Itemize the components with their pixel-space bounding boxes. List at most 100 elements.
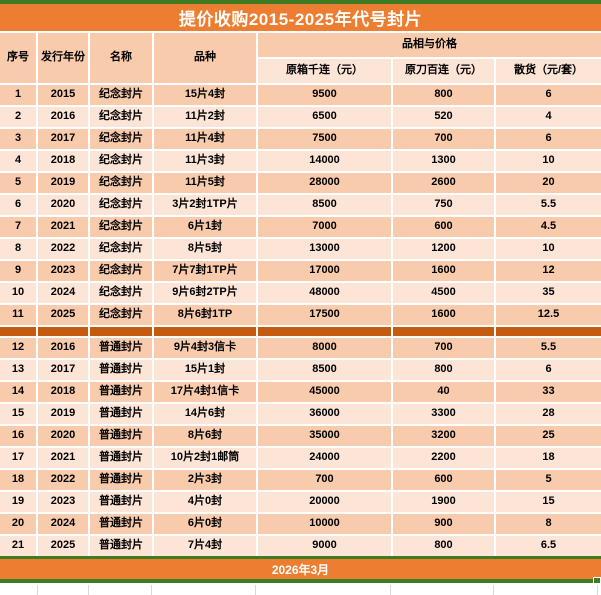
cell-row11-col5[interactable]: 1600 xyxy=(393,305,494,325)
cell-row7-col0[interactable]: 7 xyxy=(0,217,36,237)
cell-row19-col1[interactable]: 2023 xyxy=(38,492,88,512)
cell-row17-col0[interactable]: 17 xyxy=(0,448,36,468)
cell-row13-col0[interactable]: 13 xyxy=(0,360,36,380)
cell-row7-col5[interactable]: 600 xyxy=(393,217,494,237)
cell-row16-col2[interactable]: 普通封片 xyxy=(90,426,152,446)
cell-row5-col5[interactable]: 2600 xyxy=(393,173,494,193)
cell-row12-col0[interactable]: 12 xyxy=(0,338,36,358)
cell-row2-col1[interactable]: 2016 xyxy=(38,107,88,127)
cell-row12-col1[interactable]: 2016 xyxy=(38,338,88,358)
cell-row1-col1[interactable]: 2015 xyxy=(38,85,88,105)
cell-row18-col4[interactable]: 700 xyxy=(258,470,391,490)
cell-row11-col4[interactable]: 17500 xyxy=(258,305,391,325)
cell-row10-col0[interactable]: 10 xyxy=(0,283,36,303)
footer-date[interactable]: 2026年3月 xyxy=(0,559,601,579)
cell-row11-col3[interactable]: 8片6封1TP xyxy=(154,305,256,325)
cell-row1-col6[interactable]: 6 xyxy=(496,85,601,105)
cell-row16-col5[interactable]: 3200 xyxy=(393,426,494,446)
cell-row9-col1[interactable]: 2023 xyxy=(38,261,88,281)
cell-row20-col6[interactable]: 8 xyxy=(496,514,601,534)
cell-row12-col6[interactable]: 5.5 xyxy=(496,338,601,358)
cell-row10-col4[interactable]: 48000 xyxy=(258,283,391,303)
cell-row20-col2[interactable]: 普通封片 xyxy=(90,514,152,534)
cell-row17-col1[interactable]: 2021 xyxy=(38,448,88,468)
cell-row19-col4[interactable]: 20000 xyxy=(258,492,391,512)
cell-row16-col6[interactable]: 25 xyxy=(496,426,601,446)
cell-row16-col1[interactable]: 2020 xyxy=(38,426,88,446)
cell-row14-col4[interactable]: 45000 xyxy=(258,382,391,402)
cell-row4-col4[interactable]: 14000 xyxy=(258,151,391,171)
cell-row10-col1[interactable]: 2024 xyxy=(38,283,88,303)
cell-row6-col4[interactable]: 8500 xyxy=(258,195,391,215)
cell-row14-col5[interactable]: 40 xyxy=(393,382,494,402)
cell-row19-col3[interactable]: 4片0封 xyxy=(154,492,256,512)
cell-row14-col1[interactable]: 2018 xyxy=(38,382,88,402)
cell-row19-col2[interactable]: 普通封片 xyxy=(90,492,152,512)
cell-row11-col0[interactable]: 11 xyxy=(0,305,36,325)
cell-row18-col6[interactable]: 5 xyxy=(496,470,601,490)
cell-row4-col1[interactable]: 2018 xyxy=(38,151,88,171)
cell-row3-col6[interactable]: 6 xyxy=(496,129,601,149)
cell-row20-col3[interactable]: 6片0封 xyxy=(154,514,256,534)
cell-row17-col2[interactable]: 普通封片 xyxy=(90,448,152,468)
cell-row19-col6[interactable]: 15 xyxy=(496,492,601,512)
cell-row7-col2[interactable]: 纪念封片 xyxy=(90,217,152,237)
cell-row17-col3[interactable]: 10片2封1邮筒 xyxy=(154,448,256,468)
cell-row13-col4[interactable]: 8500 xyxy=(258,360,391,380)
cell-row4-col5[interactable]: 1300 xyxy=(393,151,494,171)
cell-row4-col3[interactable]: 11片3封 xyxy=(154,151,256,171)
cell-row9-col5[interactable]: 1600 xyxy=(393,261,494,281)
cell-row3-col0[interactable]: 3 xyxy=(0,129,36,149)
cell-row18-col2[interactable]: 普通封片 xyxy=(90,470,152,490)
header-year[interactable]: 发行年份 xyxy=(38,33,88,83)
header-no[interactable]: 序号 xyxy=(0,33,36,83)
cell-row13-col5[interactable]: 800 xyxy=(393,360,494,380)
cell-row5-col0[interactable]: 5 xyxy=(0,173,36,193)
cell-row15-col2[interactable]: 普通封片 xyxy=(90,404,152,424)
cell-row5-col6[interactable]: 20 xyxy=(496,173,601,193)
cell-row21-col5[interactable]: 800 xyxy=(393,536,494,556)
cell-row15-col3[interactable]: 14片6封 xyxy=(154,404,256,424)
cell-row13-col1[interactable]: 2017 xyxy=(38,360,88,380)
cell-row15-col6[interactable]: 28 xyxy=(496,404,601,424)
cell-row1-col5[interactable]: 800 xyxy=(393,85,494,105)
cell-row13-col6[interactable]: 6 xyxy=(496,360,601,380)
cell-row1-col2[interactable]: 纪念封片 xyxy=(90,85,152,105)
cell-row14-col2[interactable]: 普通封片 xyxy=(90,382,152,402)
cell-row8-col6[interactable]: 10 xyxy=(496,239,601,259)
cell-row9-col0[interactable]: 9 xyxy=(0,261,36,281)
cell-row21-col6[interactable]: 6.5 xyxy=(496,536,601,556)
cell-row8-col4[interactable]: 13000 xyxy=(258,239,391,259)
cell-row5-col1[interactable]: 2019 xyxy=(38,173,88,193)
cell-row9-col3[interactable]: 7片7封1TP片 xyxy=(154,261,256,281)
cell-row6-col2[interactable]: 纪念封片 xyxy=(90,195,152,215)
cell-row12-col3[interactable]: 9片4封3信卡 xyxy=(154,338,256,358)
cell-row16-col3[interactable]: 8片6封 xyxy=(154,426,256,446)
cell-row5-col4[interactable]: 28000 xyxy=(258,173,391,193)
cell-row7-col3[interactable]: 6片1封 xyxy=(154,217,256,237)
cell-row12-col5[interactable]: 700 xyxy=(393,338,494,358)
header-variety[interactable]: 品种 xyxy=(154,33,256,83)
cell-row6-col5[interactable]: 750 xyxy=(393,195,494,215)
cell-row21-col3[interactable]: 7片4封 xyxy=(154,536,256,556)
cell-row17-col4[interactable]: 24000 xyxy=(258,448,391,468)
cell-row6-col0[interactable]: 6 xyxy=(0,195,36,215)
cell-row6-col1[interactable]: 2020 xyxy=(38,195,88,215)
cell-row11-col1[interactable]: 2025 xyxy=(38,305,88,325)
cell-row13-col3[interactable]: 15片1封 xyxy=(154,360,256,380)
cell-row8-col5[interactable]: 1200 xyxy=(393,239,494,259)
cell-row14-col6[interactable]: 33 xyxy=(496,382,601,402)
cell-row5-col3[interactable]: 11片5封 xyxy=(154,173,256,193)
cell-row4-col2[interactable]: 纪念封片 xyxy=(90,151,152,171)
cell-row8-col3[interactable]: 8片5封 xyxy=(154,239,256,259)
cell-row20-col4[interactable]: 10000 xyxy=(258,514,391,534)
cell-row17-col5[interactable]: 2200 xyxy=(393,448,494,468)
cell-row19-col5[interactable]: 1900 xyxy=(393,492,494,512)
cell-row12-col2[interactable]: 普通封片 xyxy=(90,338,152,358)
cell-row15-col1[interactable]: 2019 xyxy=(38,404,88,424)
cell-row18-col3[interactable]: 2片3封 xyxy=(154,470,256,490)
cell-row13-col2[interactable]: 普通封片 xyxy=(90,360,152,380)
cell-row2-col2[interactable]: 纪念封片 xyxy=(90,107,152,127)
cell-row11-col6[interactable]: 12.5 xyxy=(496,305,601,325)
cell-row3-col4[interactable]: 7500 xyxy=(258,129,391,149)
